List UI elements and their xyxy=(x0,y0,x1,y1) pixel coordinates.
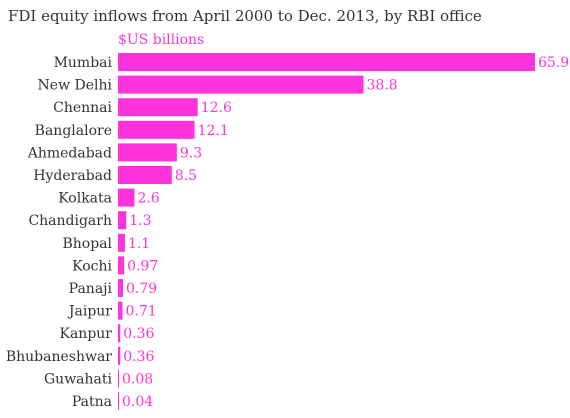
value-label: 0.79 xyxy=(126,281,157,297)
category-label: Guwahati xyxy=(44,371,113,387)
value-label: 0.08 xyxy=(122,371,153,387)
category-label: Kanpur xyxy=(60,326,113,342)
bar xyxy=(118,301,123,320)
bar xyxy=(118,98,198,117)
category-label: Bhopal xyxy=(62,236,112,252)
bar xyxy=(118,120,195,139)
bar xyxy=(118,392,119,410)
bar xyxy=(118,279,123,297)
value-label: 12.6 xyxy=(201,100,232,116)
bar xyxy=(118,369,119,388)
value-label: 38.8 xyxy=(367,78,398,94)
value-label: 12.1 xyxy=(198,123,229,139)
bar xyxy=(118,143,177,162)
category-label: Banglalore xyxy=(35,123,112,139)
value-label: 9.3 xyxy=(180,145,202,161)
category-label: New Delhi xyxy=(38,78,113,94)
category-label: Bhubaneshwar xyxy=(6,349,112,365)
value-label: 0.97 xyxy=(127,258,158,274)
bar xyxy=(118,256,125,275)
value-label: 0.71 xyxy=(125,304,156,320)
bars xyxy=(118,53,535,410)
category-label: Hyderabad xyxy=(33,168,112,184)
category-label: Mumbai xyxy=(54,55,113,71)
category-label: Kochi xyxy=(72,258,112,274)
category-label: Chandigarh xyxy=(28,213,112,229)
bar xyxy=(118,166,172,184)
category-label: Jaipur xyxy=(67,304,112,320)
bar xyxy=(118,53,535,71)
chart-title: FDI equity inflows from April 2000 to De… xyxy=(8,7,482,25)
value-label: 1.3 xyxy=(129,213,151,229)
value-labels: 65.9 38.8 12.6 12.1 9.3 8.5 2.6 1.3 1.1 0.97 0.79 0… xyxy=(122,55,569,410)
value-label: 65.9 xyxy=(538,55,569,71)
unit-label: $US billions xyxy=(118,32,204,48)
bar xyxy=(118,211,127,230)
value-label: 8.5 xyxy=(175,168,197,184)
value-label: 2.6 xyxy=(137,191,159,207)
bar xyxy=(118,188,135,207)
category-labels: Mumbai New Delhi Chennai Banglalore Ahmedaba… xyxy=(6,55,113,410)
category-label: Patna xyxy=(72,394,112,410)
value-label: 0.04 xyxy=(122,394,153,410)
value-label: 0.36 xyxy=(123,349,154,365)
category-label: Chennai xyxy=(53,100,112,116)
value-label: 1.1 xyxy=(128,236,150,252)
category-label: Panaji xyxy=(69,281,113,297)
bar xyxy=(118,346,121,365)
value-label: 0.36 xyxy=(123,326,154,342)
category-label: Ahmedabad xyxy=(27,145,112,161)
bar xyxy=(118,324,121,343)
category-label: Kolkata xyxy=(58,191,112,207)
bar xyxy=(118,233,125,252)
bar xyxy=(118,75,364,94)
